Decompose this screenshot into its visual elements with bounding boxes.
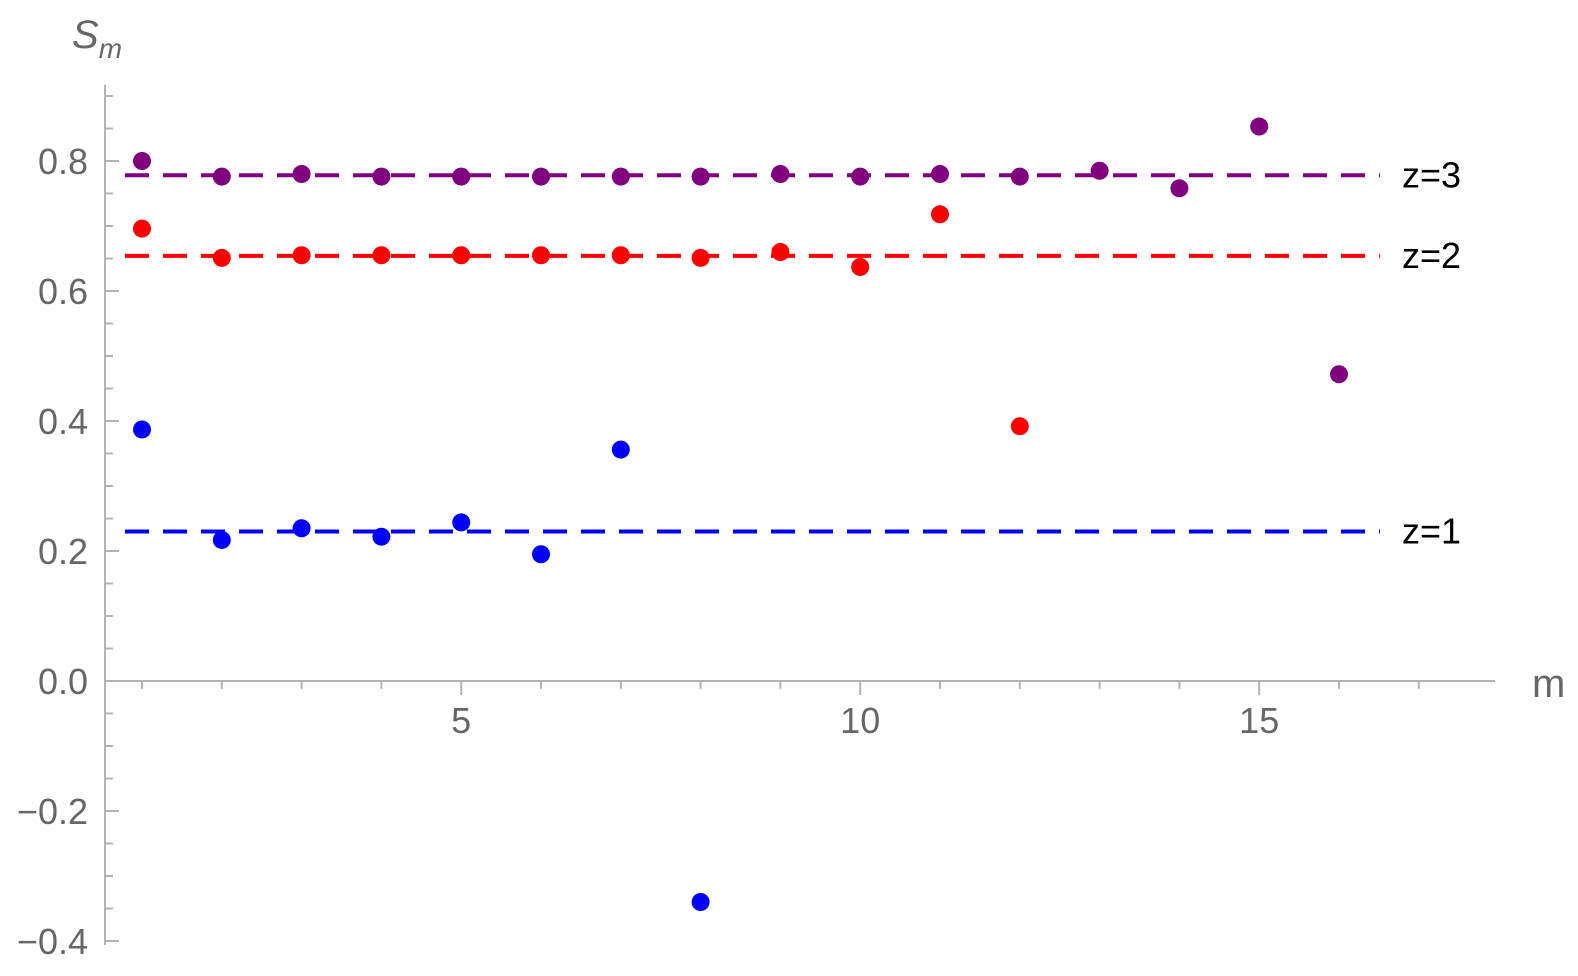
- y-axis-title: Sm: [72, 13, 122, 64]
- x-tick-label: 15: [1239, 700, 1279, 741]
- data-point: [1250, 117, 1269, 136]
- data-point: [292, 165, 311, 183]
- reference-lines: [125, 173, 1380, 534]
- series-label-z2: z=2: [1402, 235, 1461, 276]
- data-point: [691, 248, 710, 267]
- data-point: [1330, 365, 1348, 384]
- x-tick-label: 5: [451, 700, 471, 741]
- data-point: [212, 248, 231, 267]
- x-axis-title: m: [1532, 662, 1565, 706]
- data-point: [532, 246, 550, 265]
- axes: 5 10 15 −0.4 −0.2 0.0 0.2 0.4 0.6 0.8: [17, 85, 1495, 962]
- data-point: [771, 165, 790, 183]
- data-point: [133, 152, 151, 170]
- data-point: [691, 167, 710, 186]
- data-point: [611, 167, 630, 186]
- data-point: [691, 893, 710, 911]
- y-tick-label: 0.2: [38, 531, 88, 572]
- data-point: [452, 167, 471, 186]
- data-point: [611, 246, 630, 265]
- data-point: [133, 219, 151, 238]
- data-point: [292, 519, 311, 538]
- y-tick-label: 0.8: [38, 141, 88, 182]
- data-point: [452, 246, 471, 265]
- data-point: [611, 440, 630, 459]
- data-point: [212, 167, 231, 186]
- data-point: [771, 243, 790, 261]
- data-point: [372, 246, 391, 265]
- data-point: [372, 167, 391, 186]
- y-axis-title-main: S: [72, 13, 99, 57]
- y-axis-title-sub: m: [99, 33, 122, 64]
- data-point: [1090, 161, 1109, 180]
- data-point: [133, 420, 151, 439]
- data-points: [133, 117, 1348, 911]
- series-label-z1: z=1: [1402, 511, 1461, 552]
- data-point: [1010, 167, 1029, 186]
- series-label-z3: z=3: [1402, 154, 1461, 195]
- data-point: [372, 527, 391, 546]
- y-tick-label: −0.2: [17, 791, 88, 832]
- data-point: [851, 257, 870, 276]
- data-point: [532, 545, 550, 564]
- data-point: [1170, 179, 1189, 198]
- y-tick-label: 0.4: [38, 401, 88, 442]
- data-point: [1010, 417, 1029, 436]
- data-point: [851, 167, 870, 186]
- y-tick-label: −0.4: [17, 921, 88, 962]
- data-point: [931, 205, 949, 224]
- data-point: [452, 513, 471, 532]
- y-tick-label: 0.6: [38, 271, 88, 312]
- data-point: [532, 167, 550, 186]
- series-labels: z=1 z=2 z=3: [1402, 154, 1461, 551]
- x-tick-label: 10: [840, 700, 880, 741]
- data-point: [292, 246, 311, 265]
- data-point: [931, 165, 949, 183]
- data-point: [212, 530, 231, 549]
- y-tick-label: 0.0: [38, 661, 88, 702]
